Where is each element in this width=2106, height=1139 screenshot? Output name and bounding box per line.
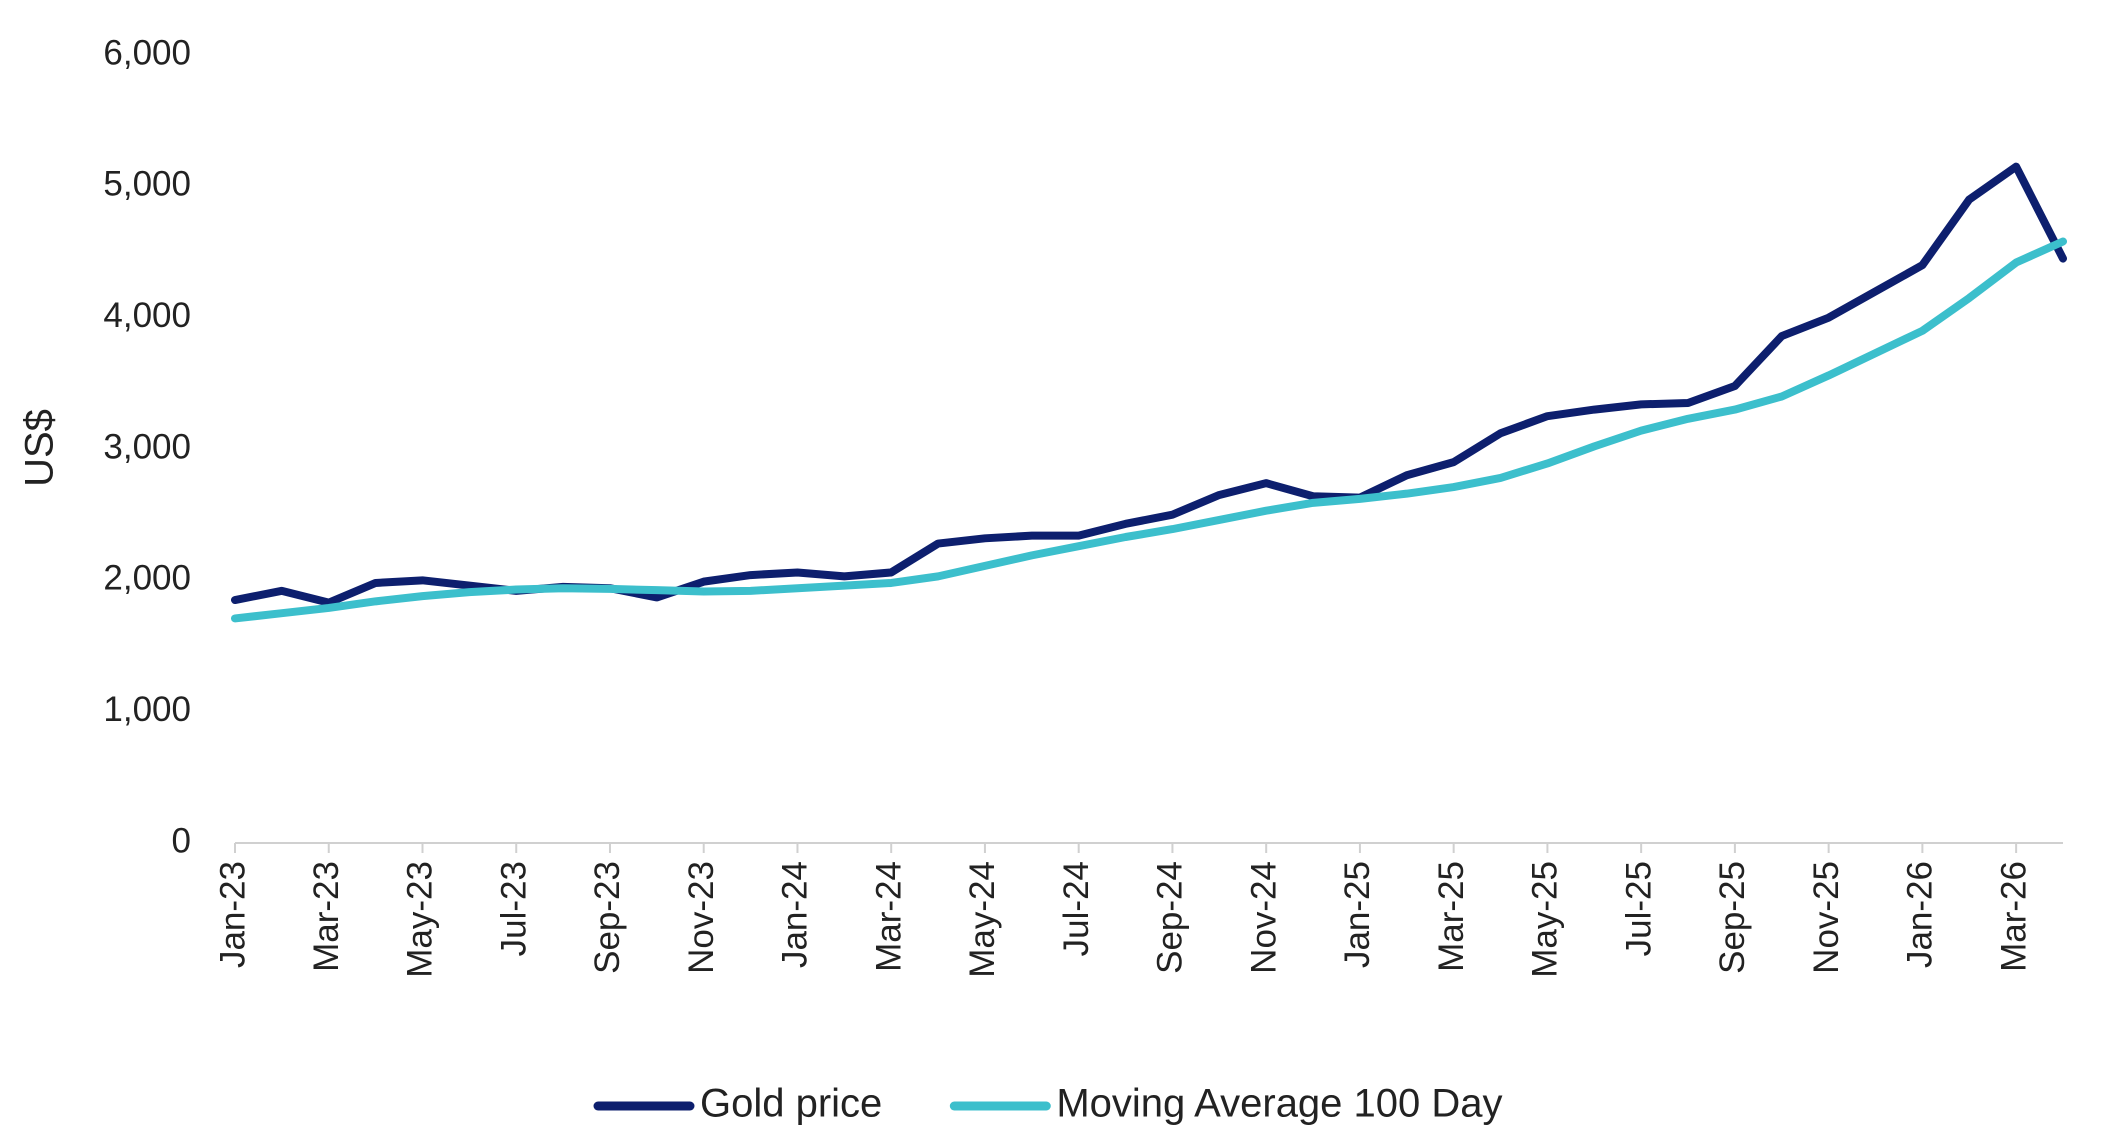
x-tick-label: Jul-23 [494,861,533,956]
x-tick-label: Nov-23 [682,861,721,974]
x-tick-label: Jul-24 [1057,861,1096,956]
y-tick-label: 3,000 [103,427,191,466]
series-line [231,162,2067,607]
y-tick-label: 2,000 [103,559,191,598]
x-tick-label: Nov-24 [1244,861,1283,974]
legend-label: Gold price [700,1082,882,1126]
x-tick-label: Jan-24 [776,861,815,968]
x-tick-label: Jan-25 [1338,861,1377,968]
x-tick-label: Mar-25 [1432,861,1471,972]
x-tick-label: Jan-23 [213,861,252,968]
y-tick-label: 5,000 [103,165,191,204]
x-tick-label: Mar-23 [307,861,346,972]
x-tick-label: May-24 [963,861,1002,978]
x-tick-label: May-25 [1526,861,1565,978]
x-tick-label: Sep-23 [588,861,627,974]
x-tick-label: May-23 [401,861,440,978]
y-tick-label: 0 [172,821,191,860]
x-tick-label: Nov-25 [1807,861,1846,974]
y-tick-label: 1,000 [103,690,191,729]
x-tick-label: Jul-25 [1619,861,1658,956]
x-tick-label: Mar-26 [1994,861,2033,972]
y-tick-label: 6,000 [103,33,191,72]
x-tick-label: Sep-25 [1713,861,1752,974]
y-axis-label: US$ [18,409,62,487]
series-line [231,237,2067,623]
y-tick-label: 4,000 [103,296,191,335]
legend-label: Moving Average 100 Day [1056,1082,1502,1126]
x-tick-label: Jan-26 [1901,861,1940,968]
x-tick-label: Sep-24 [1151,861,1190,974]
x-tick-label: Mar-24 [869,861,908,972]
